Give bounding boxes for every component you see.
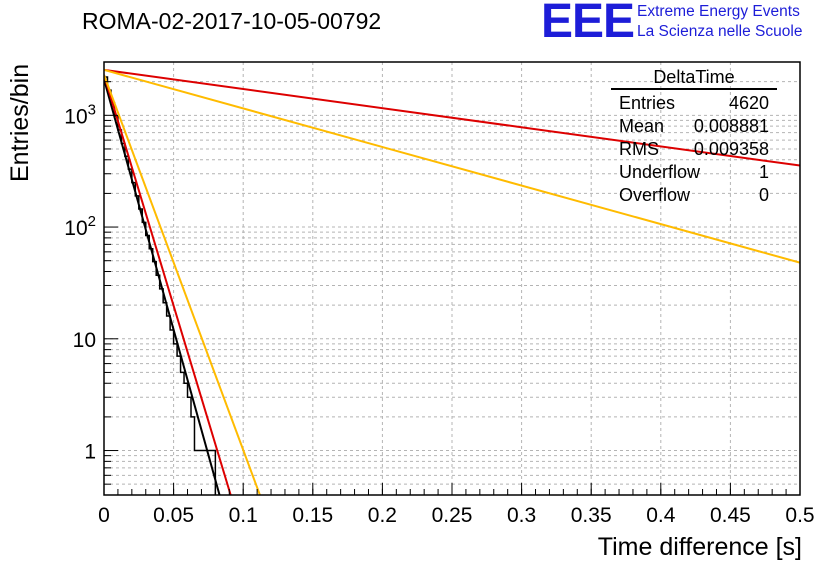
- x-tick-label: 0: [98, 504, 110, 527]
- stats-value: 0.009358: [693, 139, 769, 159]
- x-tick-label: 0.2: [368, 504, 397, 527]
- x-tick-label: 0.4: [646, 504, 676, 527]
- stats-title: DeltaTime: [653, 67, 735, 87]
- curves: [104, 68, 800, 495]
- stats-value: 4620: [728, 93, 769, 113]
- x-tick-label: 0.5: [785, 504, 814, 527]
- tick-labels: 0 0.05 0.1 0.15 0.2 0.25 0.3 0.35 0.4 0.45 0.51101…: [64, 101, 814, 527]
- x-tick-label: 0.1: [229, 504, 258, 527]
- logo-line-2: La Scienza nelle Scuole: [637, 23, 803, 40]
- eee-logo: EEE: [541, 0, 635, 48]
- stats-key: Overflow: [619, 185, 691, 205]
- stats-row-mean: Mean 0.008881: [619, 115, 769, 138]
- chart-title: ROMA-02-2017-10-05-00792: [82, 8, 382, 34]
- series-yellow-shallow: [104, 68, 800, 264]
- stats-value: 0: [758, 185, 769, 205]
- stats-row-entries: Entries 4620: [619, 92, 769, 115]
- y-tick-label: 103: [64, 101, 96, 128]
- series-red-shallow: [104, 68, 800, 167]
- y-tick-label: 1: [84, 441, 96, 464]
- stats-row-overflow: Overflow 0: [619, 184, 769, 207]
- series-red-steep: [104, 74, 232, 495]
- y-axis-label: Entries/bin: [6, 63, 34, 182]
- x-tick-label: 0.05: [153, 504, 194, 527]
- x-axis-label: Time difference [s]: [597, 533, 802, 561]
- stats-value: 1: [758, 162, 769, 182]
- y-tick-label: 10: [73, 329, 96, 352]
- x-tick-label: 0.3: [507, 504, 536, 527]
- series-yellow-steep: [104, 74, 261, 495]
- stats-key: Mean: [619, 116, 665, 136]
- x-tick-label: 0.45: [710, 504, 751, 527]
- stats-row-rms: RMS 0.009358: [619, 138, 769, 161]
- clipped-curves: [104, 68, 800, 495]
- x-tick-label: 0.25: [432, 504, 473, 527]
- stats-row-underflow: Underflow 1: [619, 161, 769, 184]
- grid: [104, 61, 800, 496]
- stats-key: Entries: [619, 93, 676, 113]
- stats-value: 0.008881: [693, 116, 769, 136]
- stats-divider: [611, 88, 777, 90]
- y-tick-label: 102: [64, 213, 96, 240]
- series-fit: [104, 79, 221, 495]
- logo-line-1: Extreme Energy Events: [637, 3, 800, 20]
- x-tick-label: 0.15: [292, 504, 333, 527]
- stats-key: RMS: [619, 139, 659, 159]
- x-tick-label: 0.35: [571, 504, 612, 527]
- plot-frame: [103, 61, 801, 496]
- axis-ticks: [103, 61, 801, 496]
- stats-key: Underflow: [619, 162, 701, 182]
